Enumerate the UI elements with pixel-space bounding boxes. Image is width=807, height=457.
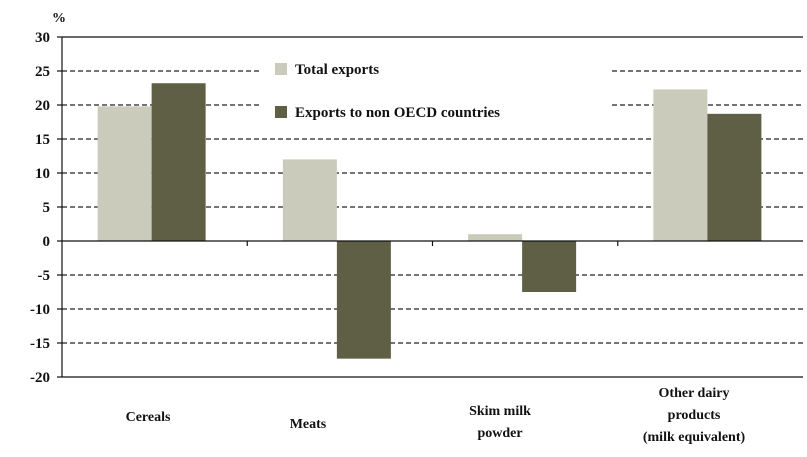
category-label: powder [477,426,522,441]
bar-exports-non-oecd [151,83,206,242]
category-label: Skim milk [469,404,531,419]
y-tick-label: 25 [35,64,50,80]
y-tick-label: 15 [35,132,50,148]
category-label: Cereals [126,410,171,425]
legend-exports-non-oecd-swatch [275,106,287,118]
category-label: Other dairy [659,386,730,401]
bar-exports-non-oecd [336,241,391,359]
bar-exports-non-oecd [707,113,762,241]
bar-total-exports [653,89,708,241]
bar-total-exports [97,106,152,241]
y-tick-label: -15 [30,336,50,352]
y-tick-label: 10 [35,166,50,182]
legend-exports-non-oecd-label: Exports to non OECD countries [295,105,500,121]
bar-total-exports [282,159,337,241]
y-tick-label: 30 [35,30,50,46]
y-tick-label: -5 [38,268,51,284]
category-label: Meats [290,417,327,432]
category-label: products [668,408,721,423]
legend-total-exports-label: Total exports [295,62,379,78]
bar-total-exports [468,234,523,241]
y-tick-label: 20 [35,98,50,114]
y-tick-label: -10 [30,302,50,318]
legend-total-exports-swatch [275,63,287,75]
y-tick-label: 0 [43,234,51,250]
y-axis-unit-label: % [52,11,66,26]
bar-exports-non-oecd [522,241,577,292]
y-tick-label: 5 [43,200,51,216]
category-label: (milk equivalent) [643,430,746,445]
y-tick-label: -20 [30,370,50,386]
